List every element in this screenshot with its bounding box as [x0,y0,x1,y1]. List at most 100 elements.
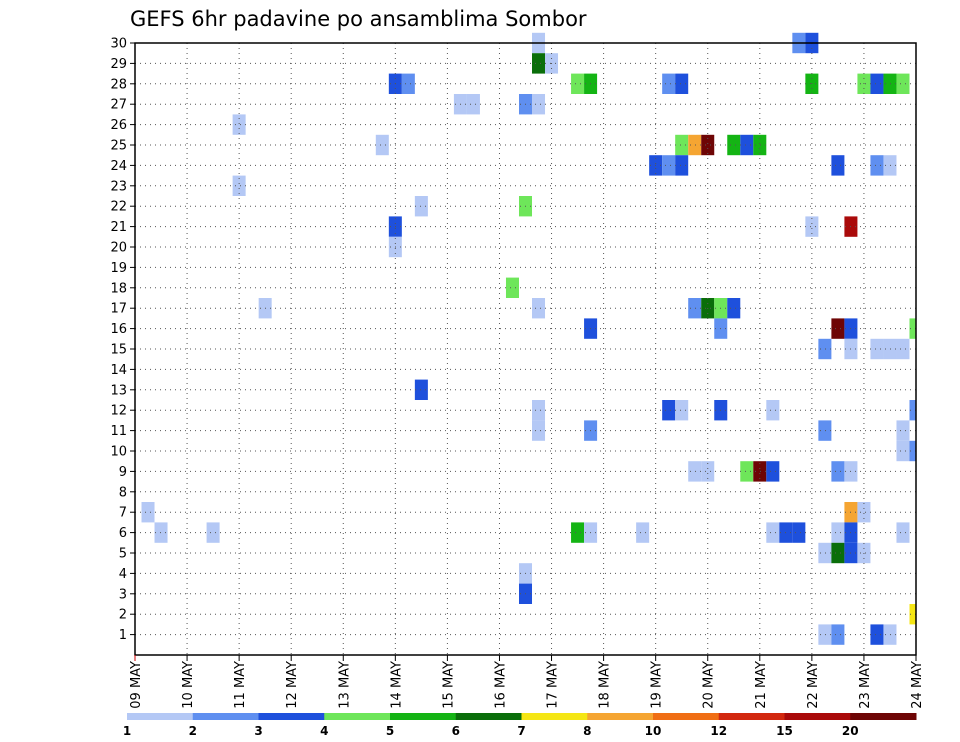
y-tick-label: 15 [110,343,127,358]
cell-72 [701,461,715,482]
cell-25 [727,134,741,156]
cell-44 [688,298,702,319]
cell-75 [766,461,780,482]
y-tick-label: 23 [110,179,127,194]
legend-label: 7 [517,724,525,738]
cell-10 [675,73,689,94]
data-cells [141,32,916,645]
cell-70 [909,440,916,462]
y-tick-label: 12 [110,404,127,419]
y-axis-ticks: 1234567891011121314151617181920212223242… [110,37,135,643]
cell-80 [857,502,871,523]
cell-91 [896,522,910,543]
cell-20 [232,114,246,135]
x-tick-label: 23 MAY [858,661,873,709]
legend-label: 15 [776,724,793,738]
cell-67 [818,420,832,441]
cell-3 [532,53,546,74]
y-tick-label: 25 [110,139,127,154]
cell-19 [532,94,546,115]
legend-label: 4 [320,724,328,738]
y-tick-label: 9 [119,465,127,480]
x-tick-label: 19 MAY [650,661,665,709]
x-tick-label: 18 MAY [598,661,613,709]
legend-swatch-6 [455,713,522,720]
y-tick-label: 2 [119,608,127,623]
cell-33 [883,155,897,176]
y-tick-label: 17 [110,302,127,317]
y-tick-label: 16 [110,322,127,337]
y-tick-label: 30 [110,37,127,52]
cell-43 [532,298,546,319]
x-tick-label: 10 MAY [181,661,196,709]
y-tick-label: 14 [110,363,127,378]
x-tick-label: 12 MAY [285,661,300,709]
cell-52 [909,318,916,339]
x-axis-ticks: 09 MAY 10 MAY 11 MAY 12 MAY 13 MAY 14 MAY 15 M… [129,655,925,709]
cell-53 [818,338,832,360]
y-tick-label: 21 [110,220,127,235]
legend-label: 2 [189,724,197,738]
x-tick-label: 14 MAY [389,661,404,709]
cell-34 [232,175,246,196]
cell-73 [740,461,754,482]
legend-swatch-9 [653,713,720,720]
x-tick-label: 15 MAY [441,661,456,709]
cell-24 [701,134,715,156]
legend-swatch-3 [258,713,325,720]
y-tick-label: 4 [119,567,127,582]
cell-76 [831,461,845,482]
cell-6 [401,73,415,94]
cell-55 [870,338,884,360]
y-tick-label: 13 [110,383,127,398]
legend-label: 8 [583,724,591,738]
y-tick-label: 26 [110,118,127,133]
y-tick-label: 7 [119,506,127,521]
y-tick-label: 10 [110,445,127,460]
cell-26 [740,134,754,156]
legend-swatch-1 [127,713,194,720]
legend-label: 20 [842,724,859,738]
x-tick-label: 09 MAY [129,661,144,709]
cell-82 [206,522,220,543]
y-tick-label: 11 [110,424,127,439]
cell-35 [414,196,428,217]
cell-101 [870,624,884,645]
cell-93 [831,542,845,564]
chart-title: GEFS 6hr padavine po ansamblima Sombor [130,7,587,31]
cell-83 [571,522,585,543]
cell-47 [727,298,741,319]
x-tick-label: 22 MAY [806,661,821,709]
cell-99 [818,624,832,645]
cell-71 [688,461,702,482]
y-tick-label: 20 [110,241,127,256]
cell-74 [753,461,767,482]
cell-100 [831,624,845,645]
cell-22 [675,134,689,156]
cell-58 [414,379,428,400]
y-tick-label: 3 [119,587,127,602]
x-tick-label: 17 MAY [546,661,561,709]
legend-swatch-10 [718,713,785,720]
cell-50 [831,318,845,339]
cell-41 [505,277,519,298]
legend-label: 12 [710,724,727,738]
cell-7 [571,73,585,94]
y-tick-label: 6 [119,526,127,541]
cell-64 [909,400,916,421]
legend-label: 10 [645,724,662,738]
cell-14 [883,73,897,94]
cell-38 [805,216,819,237]
cell-21 [375,134,389,156]
cell-57 [896,338,910,360]
cell-98 [909,604,916,625]
cell-59 [532,400,546,421]
cell-61 [675,400,689,421]
cell-9 [662,73,676,94]
legend-label: 3 [254,724,262,738]
cell-102 [883,624,897,645]
cell-23 [688,134,702,156]
cell-85 [636,522,650,543]
y-tick-label: 1 [119,628,127,643]
